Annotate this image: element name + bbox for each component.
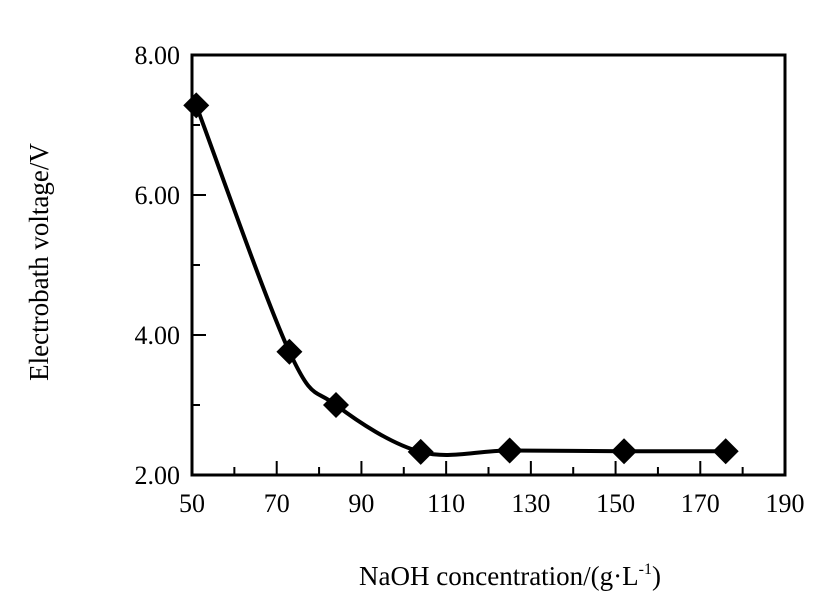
y-tick-label: 8.00 bbox=[135, 41, 181, 70]
y-tick-label: 2.00 bbox=[135, 461, 181, 490]
x-tick-label: 130 bbox=[511, 489, 550, 518]
x-axis-title-superscript: -1 bbox=[639, 561, 652, 578]
tick-labels: 50 70 90 110 130 150 170 190 2.00 4.00 6.00 8.00 bbox=[135, 41, 805, 518]
axis-ticks bbox=[191, 54, 786, 476]
data-series bbox=[194, 104, 726, 457]
x-tick-label: 70 bbox=[264, 489, 290, 518]
x-tick-label: 90 bbox=[348, 489, 374, 518]
x-tick-label: 170 bbox=[681, 489, 720, 518]
data-point-diamond bbox=[276, 338, 303, 365]
x-tick-label: 150 bbox=[596, 489, 635, 518]
plot-axes bbox=[190, 53, 787, 477]
x-axis-title: NaOH concentration/(g·L-1) bbox=[359, 561, 661, 591]
x-tick-label: 50 bbox=[179, 489, 205, 518]
data-point-diamond bbox=[712, 438, 739, 465]
x-axis-title-suffix: ) bbox=[652, 561, 661, 591]
y-tick-label: 6.00 bbox=[135, 181, 181, 210]
data-point-diamond bbox=[611, 438, 638, 465]
y-tick-label: 4.00 bbox=[135, 321, 181, 350]
data-point-diamond bbox=[323, 392, 350, 418]
data-markers bbox=[183, 92, 739, 465]
x-axis-title-main: NaOH concentration/(g·L bbox=[359, 561, 639, 591]
data-point-diamond bbox=[183, 92, 210, 119]
data-point-diamond bbox=[407, 438, 434, 465]
x-tick-label: 190 bbox=[766, 489, 805, 518]
data-point-diamond bbox=[496, 437, 523, 464]
y-axis-title: Electrobath voltage/V bbox=[24, 143, 54, 381]
plot-frame bbox=[190, 53, 787, 477]
series-line bbox=[194, 104, 726, 457]
x-tick-label: 110 bbox=[427, 489, 465, 518]
